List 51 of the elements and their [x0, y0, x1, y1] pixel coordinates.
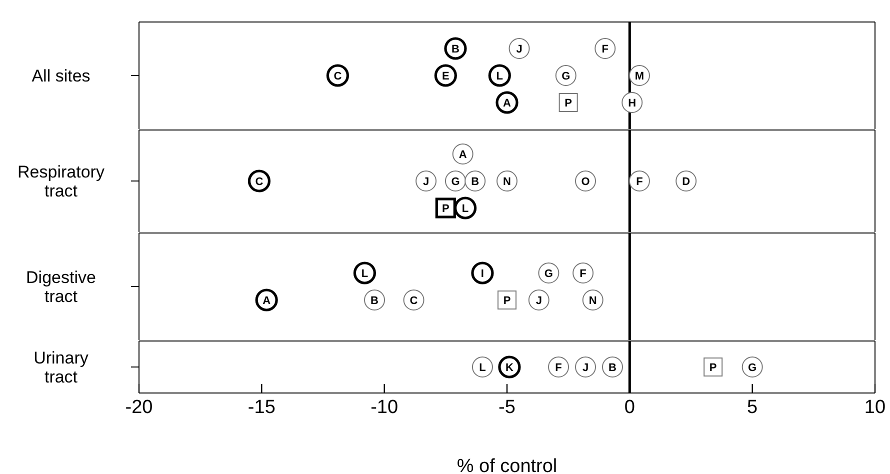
data-label: G [748, 362, 757, 374]
data-label: H [628, 97, 636, 110]
data-label: C [410, 294, 418, 307]
data-label: P [503, 294, 511, 307]
data-label: P [442, 202, 450, 215]
data-label: I [480, 268, 484, 280]
data-label: C [334, 70, 342, 82]
data-label: B [471, 176, 480, 188]
data-label: A [503, 97, 512, 110]
data-label: L [462, 202, 469, 215]
data-label: G [562, 70, 570, 82]
x-tick-label: -10 [370, 397, 398, 418]
data-label: P [709, 362, 717, 374]
data-label: F [580, 268, 587, 280]
x-tick-label: -20 [125, 397, 153, 418]
x-tick-label: 5 [747, 397, 758, 418]
data-label: N [588, 294, 597, 307]
data-label: A [458, 148, 467, 161]
data-label: B [370, 294, 379, 307]
data-label: L [361, 268, 368, 280]
x-tick-label: -15 [248, 397, 276, 418]
y-tick-label: Digestive tract [26, 268, 96, 306]
x-axis-title: % of control [456, 456, 558, 474]
data-label: J [422, 176, 430, 188]
data-label: J [516, 43, 522, 56]
data-label: G [544, 268, 553, 280]
data-label: A [262, 294, 271, 307]
data-label: N [503, 176, 512, 188]
data-label: J [536, 294, 542, 307]
data-label: D [682, 176, 690, 188]
data-label: M [634, 70, 644, 82]
data-label: O [581, 176, 590, 188]
data-label: F [636, 176, 644, 188]
y-tick-label: Urinary tract [34, 348, 89, 386]
data-label: K [505, 362, 514, 374]
data-label: B [452, 43, 460, 56]
data-label: G [451, 176, 460, 188]
data-label: F [602, 43, 609, 56]
data-label: L [496, 70, 504, 82]
data-label: C [255, 176, 264, 188]
data-label: J [582, 362, 589, 374]
x-tick-label: -5 [498, 397, 516, 418]
y-tick-label: All sites [32, 66, 90, 86]
y-tick-label: Respiratory tract [18, 162, 105, 200]
data-label: E [442, 70, 450, 82]
data-label: F [555, 362, 562, 374]
data-label: L [479, 362, 486, 374]
data-label: P [564, 97, 572, 110]
x-tick-label: 10 [864, 397, 886, 418]
x-tick-label: 0 [624, 397, 635, 418]
data-label: B [608, 362, 617, 374]
